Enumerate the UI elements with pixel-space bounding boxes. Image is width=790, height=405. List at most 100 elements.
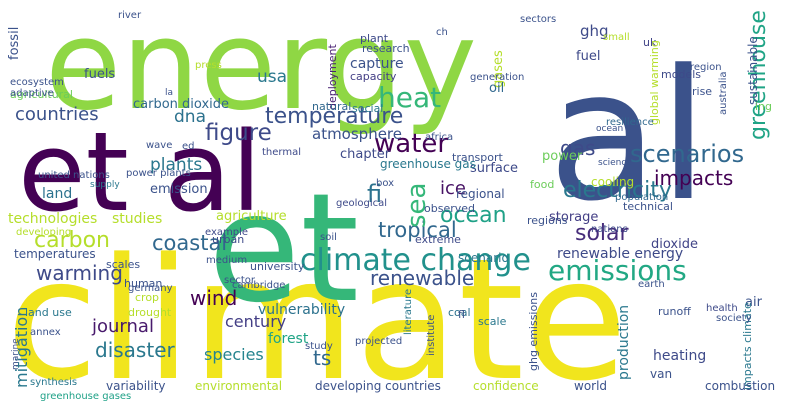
cloud-word: study [305,341,333,352]
cloud-word: forest [268,331,309,347]
cloud-word: world [574,379,607,393]
cloud-word: drought [128,306,172,319]
cloud-word: dna [174,107,206,127]
cloud-word: runoff [658,305,691,318]
cloud-word: fi [367,180,382,208]
cloud-word: coal [448,306,471,319]
cloud-word: plants [150,155,202,175]
cloud-word: regional [456,187,505,201]
cloud-word: fuel [576,49,600,64]
cloud-word: developing countries [315,379,441,393]
cloud-word: air [745,295,763,310]
cloud-word: marine [11,338,21,370]
cloud-word: ice [440,178,466,199]
cloud-word: sector [224,275,256,286]
cloud-word: ing [755,100,772,113]
cloud-word: sectors [520,14,556,25]
cloud-word: fl [458,308,465,321]
cloud-word: energy [45,0,477,138]
cloud-word: developing [16,227,71,238]
cloud-word: australia [718,71,729,115]
cloud-word: scale [478,315,507,328]
cloud-word: capture [350,56,404,72]
cloud-word: greenhouse gases [40,391,131,402]
cloud-word: combustion [705,379,775,393]
cloud-word: resilience [606,117,654,128]
cloud-word: environmental [195,379,282,393]
cloud-word: germany [128,283,173,294]
cloud-word: cooling [591,175,634,189]
cloud-word: disaster [95,338,175,362]
cloud-word: wave [146,140,172,151]
cloud-word: annex [30,327,61,338]
cloud-word: greenhouse gas [380,157,476,171]
cloud-word: example [205,227,248,238]
cloud-word: ocean [440,203,507,228]
cloud-word: confidence [473,379,539,393]
cloud-word: research [362,42,410,55]
cloud-word: technical [623,200,673,213]
cloud-word: water [374,129,448,159]
cloud-word: society [716,313,752,324]
cloud-word: ghg emissions [527,292,540,371]
cloud-word: species [204,345,264,364]
cloud-word: institute [426,315,437,356]
cloud-word: soil [320,232,337,243]
cloud-word: geological [336,198,387,209]
cloud-word: rise [692,85,712,98]
cloud-word: warming [36,261,123,285]
cloud-word: variability [106,379,166,393]
cloud-word: region [690,62,722,73]
cloud-word: greenhouse [746,10,771,140]
cloud-word: climate change [300,243,531,278]
cloud-word: regions [527,214,568,227]
cloud-word: storage [549,210,598,225]
cloud-word: et al [18,108,262,236]
cloud-word: al [548,32,708,241]
cloud-word: emissions [548,254,687,287]
cloud-word: studies [112,211,162,227]
cloud-word: impacts [654,166,733,190]
cloud-word: crop [135,291,159,304]
cloud-word: ch [436,27,448,38]
cloud-word: medium [206,255,247,266]
cloud-word: temperatures [14,247,96,261]
cloud-word: technologies [8,211,97,227]
cloud-word: agricultural [10,88,73,101]
cloud-word: uk [643,36,657,49]
cloud-word: tropical [378,218,457,242]
cloud-word: transport [452,151,504,164]
cloud-word: plant [360,32,389,45]
cloud-word: sea [402,183,432,228]
cloud-word: ts [313,346,331,370]
cloud-word: models [661,68,701,81]
cloud-word: deployment [326,44,339,110]
cloud-word: land [42,186,72,202]
cloud-word: adaptive [10,88,54,99]
cloud-word: university [250,260,305,273]
cloud-word: power [542,149,583,164]
cloud-word: health [706,303,738,314]
cloud-word: oil [489,81,504,96]
cloud-word: africa [425,132,453,143]
cloud-word: solar [575,221,630,246]
cloud-word: gases [491,50,506,88]
cloud-word: urban [212,233,244,246]
cloud-word: literature [403,289,414,335]
cloud-word: small [603,32,630,43]
cloud-word: chapter [340,147,391,162]
cloud-word: nations [591,224,628,235]
cloud-word: fossil [7,27,22,60]
cloud-word: century [225,312,286,331]
cloud-word: human [124,277,162,290]
cloud-word: thermal [262,147,301,158]
cloud-word: van [650,367,672,381]
cloud-word: dioxide [651,237,698,252]
cloud-word: capacity [350,70,397,83]
cloud-word: fuels [84,67,115,82]
cloud-word: heat [378,81,441,114]
cloud-word: population [615,192,668,203]
cloud-word: social [352,102,383,115]
